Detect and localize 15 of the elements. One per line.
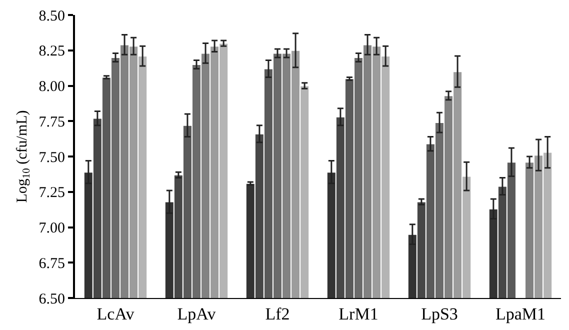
y-tick-label: 8.00: [38, 79, 65, 95]
y-tick-label: 8.50: [38, 8, 65, 24]
x-tick-label: LpaM1: [495, 304, 546, 324]
x-tick-label: LpAv: [177, 304, 216, 324]
y-tick-label: 6.75: [38, 256, 65, 272]
y-tick-label: 7.00: [38, 220, 65, 236]
y-tick-label: 6.50: [38, 291, 65, 308]
y-tick-label: 8.25: [38, 44, 65, 60]
y-tick-label: 7.25: [38, 185, 65, 202]
x-tick-label: LcAv: [96, 304, 135, 324]
y-tick-label: 7.75: [38, 114, 65, 130]
x-tick-label: LrM1: [338, 304, 378, 324]
y-tick-label: 7.50: [38, 150, 65, 166]
x-tick-label: LpS3: [421, 304, 458, 324]
x-tick-label: Lf2: [265, 304, 290, 324]
